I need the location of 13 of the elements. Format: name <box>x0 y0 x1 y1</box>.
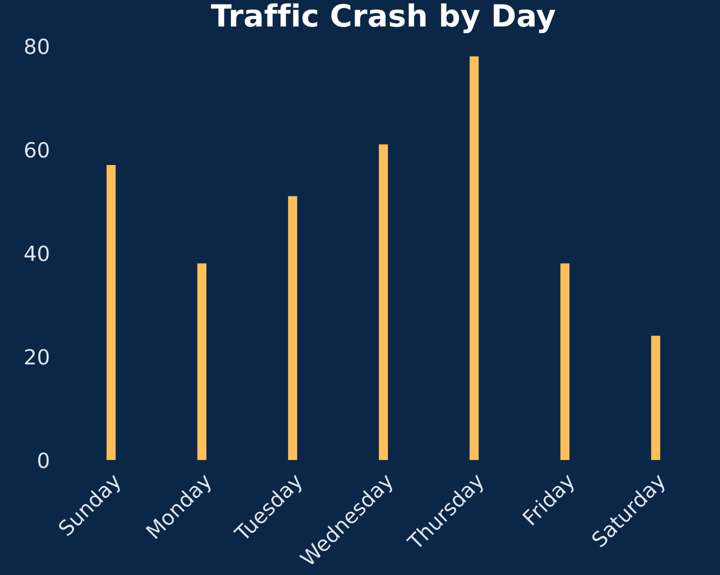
y-tick-label: 0 <box>38 452 49 468</box>
y-tick-label: 60 <box>25 142 49 158</box>
bar <box>106 165 116 460</box>
bar <box>651 336 660 460</box>
bar <box>288 196 298 460</box>
chart-title: Traffic Crash by Day <box>211 3 556 34</box>
bar <box>197 263 206 460</box>
bar <box>470 56 479 460</box>
y-tick-label: 40 <box>24 245 49 262</box>
bar <box>560 263 570 460</box>
y-tick-label: 80 <box>24 38 49 54</box>
bar <box>378 144 388 460</box>
y-tick-label: 20 <box>25 348 49 365</box>
